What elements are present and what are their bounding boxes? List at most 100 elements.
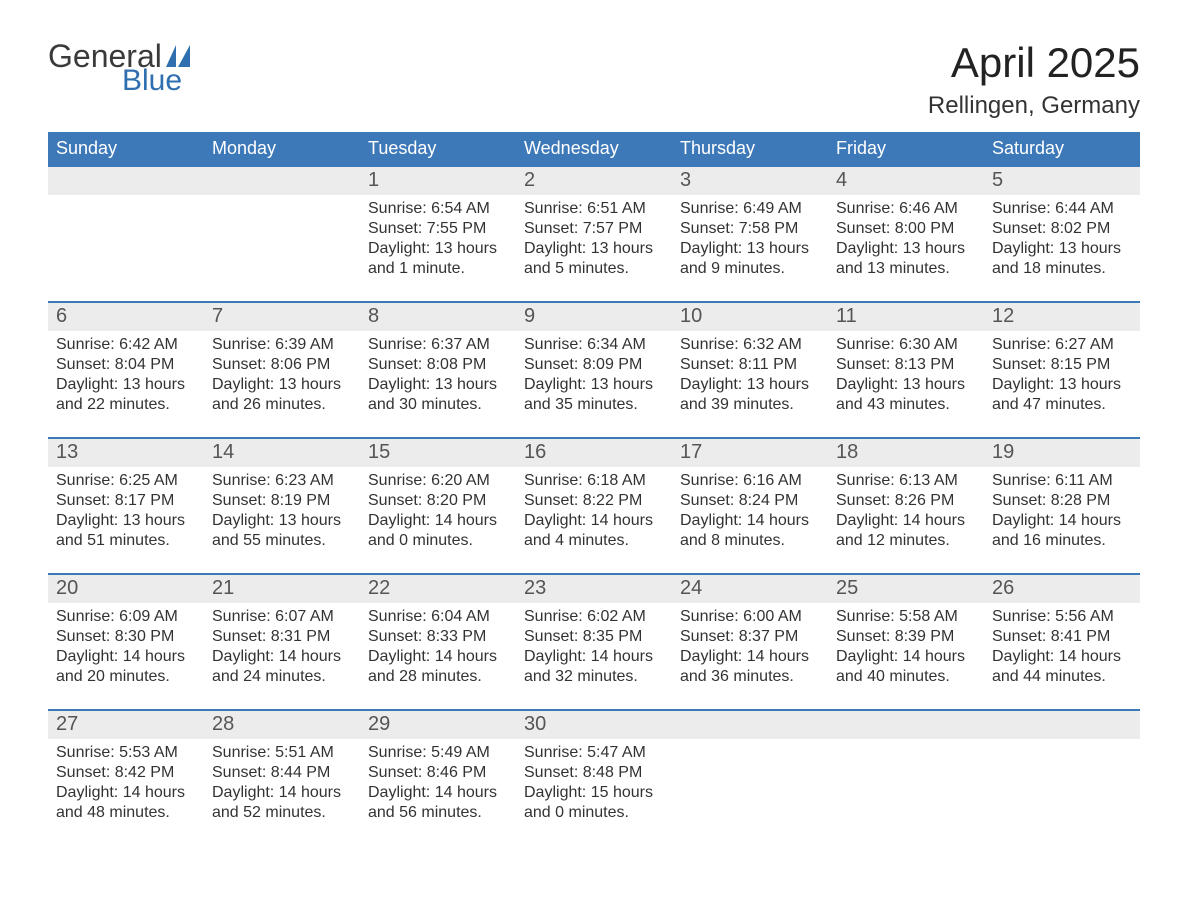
day-cell: 3Sunrise: 6:49 AMSunset: 7:58 PMDaylight… — [672, 167, 828, 301]
daylight-text: Daylight: 13 hours and 26 minutes. — [212, 375, 352, 415]
day-cell: 28Sunrise: 5:51 AMSunset: 8:44 PMDayligh… — [204, 711, 360, 845]
day-cell: 5Sunrise: 6:44 AMSunset: 8:02 PMDaylight… — [984, 167, 1140, 301]
day-number: 20 — [48, 575, 204, 603]
daylight-text: Daylight: 13 hours and 5 minutes. — [524, 239, 664, 279]
sunrise-text: Sunrise: 6:09 AM — [56, 607, 196, 627]
day-body: Sunrise: 6:32 AMSunset: 8:11 PMDaylight:… — [672, 331, 828, 415]
day-cell: 1Sunrise: 6:54 AMSunset: 7:55 PMDaylight… — [360, 167, 516, 301]
day-body — [204, 195, 360, 199]
day-body: Sunrise: 6:39 AMSunset: 8:06 PMDaylight:… — [204, 331, 360, 415]
day-number: 12 — [984, 303, 1140, 331]
day-cell: 8Sunrise: 6:37 AMSunset: 8:08 PMDaylight… — [360, 303, 516, 437]
sunrise-text: Sunrise: 5:49 AM — [368, 743, 508, 763]
sunrise-text: Sunrise: 6:32 AM — [680, 335, 820, 355]
day-number: 11 — [828, 303, 984, 331]
day-cell: 29 Sunrise: 5:49 AMSunset: 8:46 PMDayligh… — [360, 711, 516, 845]
day-number: 19 — [984, 439, 1140, 467]
day-body — [48, 195, 204, 199]
page-title: April 2025 — [928, 40, 1140, 86]
day-body: Sunrise: 6:09 AMSunset: 8:30 PMDaylight:… — [48, 603, 204, 687]
sunset-text: Sunset: 8:31 PM — [212, 627, 352, 647]
day-body: Sunrise: 6:30 AMSunset: 8:13 PMDaylight:… — [828, 331, 984, 415]
day-number: 7 — [204, 303, 360, 331]
day-body: Sunrise: 6:18 AMSunset: 8:22 PMDaylight:… — [516, 467, 672, 551]
day-body: Sunrise: 6:25 AMSunset: 8:17 PMDaylight:… — [48, 467, 204, 551]
day-cell: 13Sunrise: 6:25 AMSunset: 8:17 PMDayligh… — [48, 439, 204, 573]
sunset-text: Sunset: 8:33 PM — [368, 627, 508, 647]
sunset-text: Sunset: 8:06 PM — [212, 355, 352, 375]
title-block: April 2025 Rellingen, Germany — [928, 40, 1140, 120]
sunset-text: Sunset: 8:35 PM — [524, 627, 664, 647]
sunrise-text: Sunrise: 5:53 AM — [56, 743, 196, 763]
sunset-text: Sunset: 8:20 PM — [368, 491, 508, 511]
day-cell: 14Sunrise: 6:23 AMSunset: 8:19 PMDayligh… — [204, 439, 360, 573]
day-body: Sunrise: 6:27 AMSunset: 8:15 PMDaylight:… — [984, 331, 1140, 415]
day-number: 16 — [516, 439, 672, 467]
sunset-text: Sunset: 8:08 PM — [368, 355, 508, 375]
day-number — [828, 711, 984, 739]
sunset-text: Sunset: 8:22 PM — [524, 491, 664, 511]
day-number: 29 — [360, 711, 516, 739]
day-body: Sunrise: 6:13 AMSunset: 8:26 PMDaylight:… — [828, 467, 984, 551]
sunrise-text: Sunrise: 5:56 AM — [992, 607, 1132, 627]
daylight-text: Daylight: 14 hours and 12 minutes. — [836, 511, 976, 551]
sunrise-text: Sunrise: 6:16 AM — [680, 471, 820, 491]
daylight-text: Daylight: 14 hours and 8 minutes. — [680, 511, 820, 551]
daylight-text: Daylight: 14 hours and 44 minutes. — [992, 647, 1132, 687]
day-cell: 27Sunrise: 5:53 AMSunset: 8:42 PMDayligh… — [48, 711, 204, 845]
sunset-text: Sunset: 8:41 PM — [992, 627, 1132, 647]
sunrise-text: Sunrise: 6:51 AM — [524, 199, 664, 219]
day-body: Sunrise: 6:44 AMSunset: 8:02 PMDaylight:… — [984, 195, 1140, 279]
day-cell: 30Sunrise: 5:47 AMSunset: 8:48 PMDayligh… — [516, 711, 672, 845]
daylight-text: Daylight: 14 hours and 56 minutes. — [368, 783, 508, 823]
sunset-text: Sunset: 8:37 PM — [680, 627, 820, 647]
day-body: Sunrise: 6:42 AMSunset: 8:04 PMDaylight:… — [48, 331, 204, 415]
day-body: Sunrise: 6:11 AMSunset: 8:28 PMDaylight:… — [984, 467, 1140, 551]
day-number: 17 — [672, 439, 828, 467]
day-number: 15 — [360, 439, 516, 467]
daylight-text: Daylight: 13 hours and 9 minutes. — [680, 239, 820, 279]
daylight-text: Daylight: 14 hours and 16 minutes. — [992, 511, 1132, 551]
weekday-header-cell: Thursday — [672, 132, 828, 165]
logo-text: General Blue — [48, 40, 200, 96]
day-body: Sunrise: 6:00 AMSunset: 8:37 PMDaylight:… — [672, 603, 828, 687]
day-body: Sunrise: 6:37 AMSunset: 8:08 PMDaylight:… — [360, 331, 516, 415]
day-number: 3 — [672, 167, 828, 195]
sunrise-text: Sunrise: 6:42 AM — [56, 335, 196, 355]
sunrise-text: Sunrise: 6:04 AM — [368, 607, 508, 627]
daylight-text: Daylight: 14 hours and 24 minutes. — [212, 647, 352, 687]
sunrise-text: Sunrise: 5:51 AM — [212, 743, 352, 763]
sunrise-text: Sunrise: 5:58 AM — [836, 607, 976, 627]
sunrise-text: Sunrise: 6:23 AM — [212, 471, 352, 491]
week-row: 13Sunrise: 6:25 AMSunset: 8:17 PMDayligh… — [48, 437, 1140, 573]
day-number: 27 — [48, 711, 204, 739]
day-cell — [672, 711, 828, 845]
week-row: 20Sunrise: 6:09 AMSunset: 8:30 PMDayligh… — [48, 573, 1140, 709]
day-cell: 24Sunrise: 6:00 AMSunset: 8:37 PMDayligh… — [672, 575, 828, 709]
daylight-text: Daylight: 14 hours and 28 minutes. — [368, 647, 508, 687]
day-number: 5 — [984, 167, 1140, 195]
sunrise-text: Sunrise: 6:46 AM — [836, 199, 976, 219]
daylight-text: Daylight: 14 hours and 52 minutes. — [212, 783, 352, 823]
day-cell: 4Sunrise: 6:46 AMSunset: 8:00 PMDaylight… — [828, 167, 984, 301]
sunset-text: Sunset: 8:30 PM — [56, 627, 196, 647]
sunset-text: Sunset: 8:28 PM — [992, 491, 1132, 511]
day-cell: 25Sunrise: 5:58 AMSunset: 8:39 PMDayligh… — [828, 575, 984, 709]
sunset-text: Sunset: 8:46 PM — [368, 763, 508, 783]
sunrise-text: Sunrise: 6:39 AM — [212, 335, 352, 355]
day-number — [204, 167, 360, 195]
sunset-text: Sunset: 8:15 PM — [992, 355, 1132, 375]
day-number: 24 — [672, 575, 828, 603]
daylight-text: Daylight: 13 hours and 39 minutes. — [680, 375, 820, 415]
sunrise-text: Sunrise: 6:00 AM — [680, 607, 820, 627]
sunrise-text: Sunrise: 6:20 AM — [368, 471, 508, 491]
sunrise-text: Sunrise: 6:54 AM — [368, 199, 508, 219]
day-body — [828, 739, 984, 743]
weekday-header-row: SundayMondayTuesdayWednesdayThursdayFrid… — [48, 132, 1140, 165]
weeks-container: 1Sunrise: 6:54 AMSunset: 7:55 PMDaylight… — [48, 165, 1140, 845]
day-cell: 20Sunrise: 6:09 AMSunset: 8:30 PMDayligh… — [48, 575, 204, 709]
day-number: 2 — [516, 167, 672, 195]
sunrise-text: Sunrise: 6:11 AM — [992, 471, 1132, 491]
weekday-header-cell: Monday — [204, 132, 360, 165]
day-cell: 17Sunrise: 6:16 AMSunset: 8:24 PMDayligh… — [672, 439, 828, 573]
